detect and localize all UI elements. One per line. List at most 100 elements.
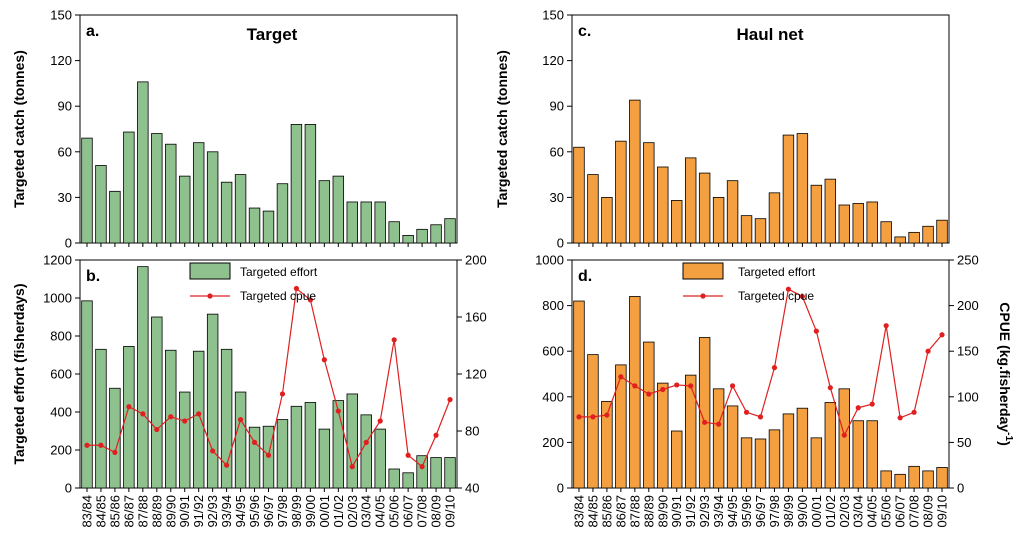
panel-b-xtick-label: 06/07: [401, 495, 416, 528]
panel-d-xtick-label: 91/92: [683, 495, 698, 528]
panel-d-bar-00-01: [810, 437, 823, 489]
panel-b-xtick-label: 04/05: [373, 495, 388, 528]
panel-d-xtick-label: 87/88: [627, 495, 642, 528]
panel-d-bar-91-92: [684, 374, 697, 489]
panel-d-xtick-label: 83/84: [571, 495, 586, 528]
panel-d-cpue-point-83-84: [576, 414, 582, 420]
panel-c: 0 30 60 90 120 150: [542, 8, 948, 251]
panel-c-bar-83-84: [573, 146, 585, 244]
panel-c-bar-97-98: [768, 192, 781, 244]
panel-d-xtick-label: 89/90: [655, 495, 670, 528]
panel-c-ytick-label: 150: [542, 8, 564, 23]
panel-d-xtick-label: 01/02: [823, 495, 838, 528]
panel-d-cpue-point-01-02: [827, 385, 833, 391]
panel-a-ytick-label: 60: [58, 144, 72, 159]
panel-a-bar-05-06: [388, 221, 400, 244]
panel-a-title: Target: [247, 25, 298, 44]
panel-a-bar-99-00: [304, 124, 317, 244]
panel-d-y2tick-label: 250: [957, 253, 979, 268]
panel-c-ytick-label: 90: [550, 99, 564, 114]
panel-d-right-ylabel-sup: -1: [1003, 432, 1014, 441]
panel-a-bar-94-95: [234, 174, 247, 244]
panel-a-bar-93-94: [220, 181, 233, 244]
panel-b-cpue-point-01-02: [335, 408, 341, 414]
panel-b-xtick-label: 07/08: [415, 495, 430, 528]
panel-d-cpue-point-03-04: [855, 405, 861, 411]
panel-d-cpue-point-05-06: [883, 323, 889, 329]
panel-b-legend-effort-label: Targeted effort: [240, 265, 318, 279]
panel-b-cpue-point-06-07: [405, 452, 411, 458]
panel-b-xtick-label: 90/91: [177, 495, 192, 528]
panel-a: 0 30 60 90 120 150: [50, 8, 456, 251]
panel-d-legend-effort-label: Targeted effort: [738, 265, 816, 279]
panel-d-xtick-label: 04/05: [865, 495, 880, 528]
panel-d-xtick-label: 08/09: [921, 495, 936, 528]
panel-b-xtick-label: 94/95: [233, 495, 248, 528]
panel-b-bar-94-95: [234, 391, 247, 489]
panel-b-cpue-point-99-00: [307, 297, 313, 303]
panel-c-bar-99-00: [796, 133, 809, 244]
panel-d-xtick-label: 90/91: [669, 495, 684, 528]
panel-c-bar-86-87: [615, 140, 627, 244]
panel-a-ytick-label: 150: [50, 8, 72, 23]
panel-a-frame: [79, 14, 458, 244]
panel-b-cpue-point-87-88: [140, 411, 146, 417]
panel-d-xtick-label: 00/01: [809, 495, 824, 528]
panel-a-bar-98-99: [290, 124, 303, 244]
panel-d-y2tick-label: 150: [957, 344, 979, 359]
panel-b-xtick-label: 85/86: [107, 495, 122, 528]
panel-c-bar-92-93: [698, 172, 711, 244]
panel-d-ytick-label: 0: [557, 481, 564, 496]
panel-c-bar-06-07: [894, 236, 906, 244]
panel-d-xtick-label: 86/87: [613, 495, 628, 528]
panel-d-bar-86-87: [615, 364, 627, 489]
panel-d-right-ylabel-close: ): [997, 441, 1013, 446]
panel-d-xtick-label: 94/95: [725, 495, 740, 528]
panel-b-bar-84-85: [95, 348, 107, 489]
panel-d-bar-08-09: [922, 470, 934, 489]
panel-b-bar-07-08: [416, 455, 428, 489]
panel-c-bar-89-90: [657, 166, 669, 244]
panel-b-cpue-point-92-93: [210, 448, 216, 454]
panel-d-bar-05-06: [880, 470, 892, 489]
panel-d-cpue-point-97-98: [771, 365, 778, 371]
panel-c-bar-91-92: [684, 157, 697, 244]
panel-d-legend-cpue-label: Targeted cpue: [738, 289, 814, 303]
panel-b-cpue-point-91-92: [196, 411, 202, 417]
panel-b-xtick-label: 95/96: [247, 495, 262, 528]
panel-c-title: Haul net: [736, 25, 803, 44]
panel-d-bar-83-84: [573, 300, 585, 489]
panel-b-ytick-label: 1000: [43, 291, 72, 306]
panel-c-ytick-label: 60: [550, 144, 564, 159]
panel-d-ytick-label: 400: [542, 389, 564, 404]
panel-d-cpue-point-02-03: [841, 432, 847, 438]
panel-b-bar-06-07: [402, 472, 414, 489]
panel-d-ytick-label: 800: [542, 298, 564, 313]
panel-d-bar-07-08: [908, 465, 920, 489]
panel-b-bar-92-93: [206, 313, 219, 489]
panel-d-bar-09-10: [936, 467, 948, 489]
panel-b-xtick-label: 01/02: [331, 495, 346, 528]
panel-c-ytick-label: 0: [557, 236, 564, 251]
panel-c-bar-90-91: [671, 200, 683, 244]
panel-a-ytick-label: 0: [65, 236, 72, 251]
panel-d-bar-03-04: [852, 420, 864, 489]
panel-d-bar-95-96: [740, 437, 753, 489]
panel-b-cpue-point-84-85: [98, 442, 104, 448]
panel-a-bar-90-91: [179, 175, 191, 244]
panel-b-cpue-point-02-03: [349, 464, 355, 470]
panel-c-ytick-label: 30: [550, 190, 564, 205]
panel-c-ylabel: Targeted catch (tonnes): [494, 50, 510, 208]
panel-b-xtick-label: 97/98: [275, 495, 290, 528]
panel-b-cpue-point-04-05: [377, 418, 383, 424]
panel-d-xtick-label: 06/07: [893, 495, 908, 528]
panel-c-bar-98-99: [782, 134, 795, 244]
panel-b-xtick-label: 92/93: [205, 495, 220, 528]
panel-b-cpue-point-94-95: [237, 417, 244, 423]
panel-a-bar-07-08: [416, 228, 428, 244]
panel-d-cpue-point-84-85: [590, 414, 596, 420]
panel-b-xtick-label: 09/10: [443, 495, 458, 528]
panel-b-y2tick-label: 160: [465, 310, 487, 325]
panel-c-bar-96-97: [754, 218, 767, 244]
panel-d-cpue-point-95-96: [743, 409, 750, 415]
